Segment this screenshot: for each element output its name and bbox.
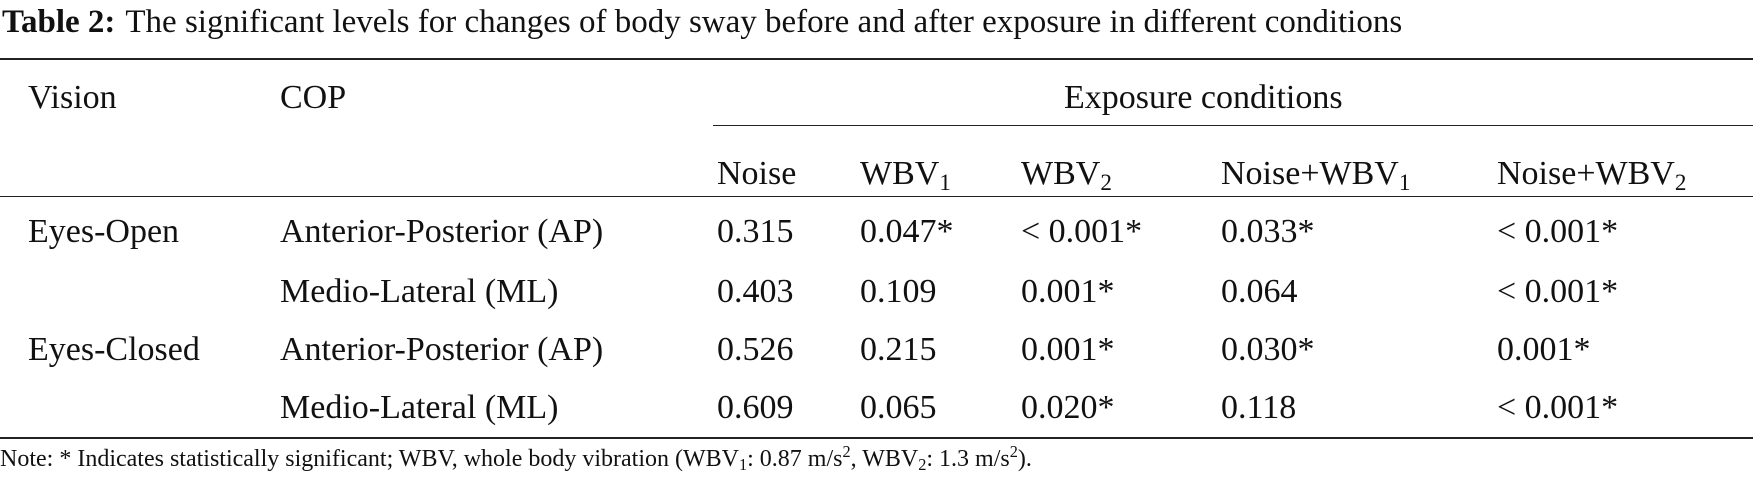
row-1-wbv2: < 0.001* bbox=[1021, 213, 1143, 250]
exposure-subrule bbox=[713, 125, 1753, 126]
header-cop: COP bbox=[280, 79, 347, 116]
top-rule bbox=[0, 58, 1753, 60]
header-bottom-rule bbox=[0, 196, 1753, 197]
row-2-noise-wbv2: < 0.001* bbox=[1497, 273, 1619, 310]
note-part-3: , WBV bbox=[850, 446, 919, 472]
header-vision: Vision bbox=[28, 79, 117, 116]
row-1-noise-wbv1: 0.033* bbox=[1221, 213, 1315, 250]
header-wbv1: WBV1 bbox=[860, 152, 951, 196]
header-noise-wbv2-base: Noise+WBV bbox=[1497, 155, 1675, 192]
row-2-wbv2: 0.001* bbox=[1021, 273, 1115, 310]
row-4-wbv1: 0.065 bbox=[860, 389, 937, 426]
row-3-noise: 0.526 bbox=[717, 331, 794, 368]
table-caption: Table 2: The significant levels for chang… bbox=[2, 0, 1402, 44]
header-noise-wbv1-base: Noise+WBV bbox=[1221, 155, 1399, 192]
header-noise-wbv1-sub: 1 bbox=[1398, 169, 1411, 196]
row-1-noise: 0.315 bbox=[717, 213, 794, 250]
row-1-noise-wbv2: < 0.001* bbox=[1497, 213, 1619, 250]
bottom-rule bbox=[0, 437, 1753, 439]
caption-label: Table 2: bbox=[2, 4, 116, 40]
row-2-noise: 0.403 bbox=[717, 273, 794, 310]
row-1-wbv1: 0.047* bbox=[860, 213, 954, 250]
header-noise: Noise bbox=[717, 155, 797, 192]
note-sup-2: 2 bbox=[1009, 442, 1018, 462]
row-3-noise-wbv2: 0.001* bbox=[1497, 331, 1591, 368]
row-4-cop: Medio-Lateral (ML) bbox=[280, 389, 559, 426]
note-sub-2: 2 bbox=[918, 455, 927, 475]
note-part-1: Note: * Indicates statistically signific… bbox=[0, 446, 739, 472]
header-wbv1-sub: 1 bbox=[939, 169, 951, 196]
row-3-wbv1: 0.215 bbox=[860, 331, 937, 368]
header-wbv2-sub: 2 bbox=[1100, 169, 1112, 196]
row-2-wbv1: 0.109 bbox=[860, 273, 937, 310]
header-exposure-conditions: Exposure conditions bbox=[1064, 79, 1343, 116]
row-3-cop: Anterior-Posterior (AP) bbox=[280, 331, 604, 368]
header-wbv2: WBV2 bbox=[1021, 152, 1112, 196]
row-4-noise-wbv2: < 0.001* bbox=[1497, 389, 1619, 426]
row-1-vision: Eyes-Open bbox=[28, 213, 180, 250]
header-noise-wbv2-sub: 2 bbox=[1674, 169, 1687, 196]
row-4-noise: 0.609 bbox=[717, 389, 794, 426]
header-wbv2-base: WBV bbox=[1021, 155, 1101, 192]
table-note: Note: * Indicates statistically signific… bbox=[0, 442, 1032, 476]
header-wbv1-base: WBV bbox=[860, 155, 940, 192]
note-part-4: : 1.3 m/s bbox=[926, 446, 1010, 472]
row-3-wbv2: 0.001* bbox=[1021, 331, 1115, 368]
row-4-noise-wbv1: 0.118 bbox=[1221, 389, 1297, 426]
row-4-wbv2: 0.020* bbox=[1021, 389, 1115, 426]
note-sup-1: 2 bbox=[842, 442, 851, 462]
row-3-vision: Eyes-Closed bbox=[28, 331, 200, 368]
row-2-noise-wbv1: 0.064 bbox=[1221, 273, 1298, 310]
header-noise-wbv1: Noise+WBV1 bbox=[1221, 152, 1410, 196]
note-part-2: : 0.87 m/s bbox=[747, 446, 843, 472]
row-2-cop: Medio-Lateral (ML) bbox=[280, 273, 559, 310]
note-part-5: ). bbox=[1017, 446, 1032, 472]
row-3-noise-wbv1: 0.030* bbox=[1221, 331, 1315, 368]
row-1-cop: Anterior-Posterior (AP) bbox=[280, 213, 604, 250]
caption-text: The significant levels for changes of bo… bbox=[125, 4, 1403, 40]
note-sub-1: 1 bbox=[738, 455, 748, 475]
header-noise-wbv2: Noise+WBV2 bbox=[1497, 152, 1686, 196]
